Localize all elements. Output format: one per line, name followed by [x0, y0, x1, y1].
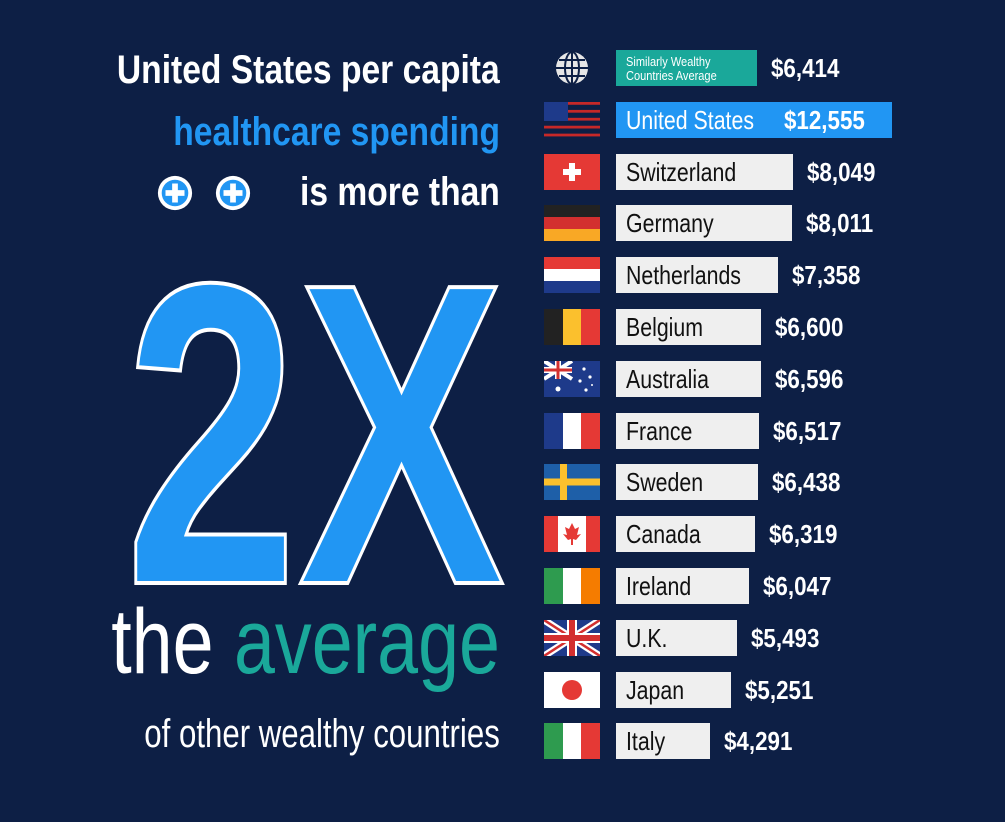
- the-word: the: [111, 591, 214, 693]
- flag-switzerland-icon: [544, 153, 600, 190]
- bar-label: France: [626, 415, 693, 446]
- bar-value-label: $6,517: [773, 415, 842, 446]
- bar: [616, 257, 778, 294]
- bar-value-label: $8,049: [806, 156, 876, 187]
- flag-italy-icon: [544, 723, 600, 760]
- bar-label: Italy: [626, 726, 666, 757]
- bar-row-canada: Canada $6,319: [540, 514, 980, 554]
- bar-value-label: $6,600: [775, 312, 844, 342]
- flag-canada-icon: [544, 516, 600, 553]
- bar-row-ireland: Ireland $6,047: [540, 566, 980, 606]
- bar: [616, 309, 762, 345]
- bar: [616, 723, 711, 760]
- bar-label: Netherlands: [626, 260, 741, 291]
- bar: [616, 619, 737, 656]
- bar: [616, 412, 760, 449]
- bar-label: Belgium: [626, 312, 704, 342]
- flag-japan-icon: [544, 671, 600, 708]
- headline-line-3: is more than: [300, 170, 500, 214]
- flag-united-states-icon: [544, 101, 600, 137]
- bar-label: Japan: [626, 674, 685, 705]
- bar-label: Ireland: [626, 571, 692, 601]
- flag-uk-icon: [544, 619, 600, 656]
- bar: [616, 568, 749, 604]
- bar-label: Sweden: [626, 467, 704, 498]
- bar-row-u-k: U.K. $5,493: [540, 618, 980, 658]
- bar: [616, 516, 755, 553]
- headline-line-4: the average: [111, 590, 500, 695]
- bar-row-united-states: United States $12,555: [540, 100, 980, 140]
- bar: [616, 101, 892, 138]
- headline-line-3-row: is more than: [156, 170, 500, 215]
- bar-value-label: $5,251: [745, 674, 814, 705]
- bar: [616, 153, 793, 190]
- medical-plus-icon: [158, 175, 193, 210]
- bar-value-label: $6,047: [762, 571, 832, 601]
- big-2x-text: 2X: [123, 218, 509, 598]
- plus-icons: [156, 174, 272, 212]
- bar-row-germany: Germany $8,011: [540, 203, 980, 243]
- bar: [616, 360, 761, 397]
- bar-label: Similarly Wealthy Countries Average: [626, 54, 717, 83]
- bar-label: Canada: [626, 519, 701, 550]
- bar-label: Germany: [626, 208, 714, 239]
- bar-value-label: $12,555: [784, 104, 865, 135]
- flag-belgium-icon: [544, 309, 600, 345]
- bar: [616, 50, 757, 86]
- globe-icon: [556, 51, 588, 85]
- bar-value-label: $6,596: [775, 363, 844, 394]
- headline-line-5: of other wealthy countries: [144, 712, 500, 756]
- bar-row-netherlands: Netherlands $7,358: [540, 255, 980, 295]
- medical-plus-icon: [216, 175, 251, 210]
- bar-row-australia: Australia $6,596: [540, 359, 980, 399]
- bar-label: Australia: [626, 363, 709, 394]
- bar-value-label: $6,414: [771, 53, 840, 83]
- bar-row-italy: Italy $4,291: [540, 721, 980, 761]
- bar-value-label: $6,319: [768, 519, 838, 550]
- bar-row-belgium: Belgium $6,600: [540, 307, 980, 347]
- bar-label: United States: [626, 104, 754, 135]
- bar-value-label: $7,358: [791, 260, 861, 291]
- flag-netherlands-icon: [544, 257, 600, 294]
- bar: [616, 671, 732, 708]
- bar-value-label: $4,291: [724, 726, 793, 757]
- bar-label: Switzerland: [626, 156, 737, 187]
- bar-label: U.K.: [626, 622, 668, 653]
- flag-france-icon: [544, 412, 600, 449]
- bar-value-label: $5,493: [750, 622, 820, 653]
- bar: [616, 205, 793, 242]
- big-2x-label: 2X: [125, 218, 507, 598]
- bar: [616, 464, 758, 501]
- flag-australia-icon: [544, 360, 600, 397]
- flag-germany-icon: [544, 205, 600, 242]
- headline-line-1: United States per capita: [117, 48, 500, 92]
- bar-row-similarly-wealthy-countries-average: Similarly Wealthy Countries Average $6,41…: [540, 48, 980, 88]
- spending-bar-chart: Similarly Wealthy Countries Average $6,41…: [540, 48, 980, 768]
- average-word: average: [234, 591, 500, 693]
- headline-line-2: healthcare spending: [173, 110, 500, 154]
- bar-value-label: $8,011: [806, 208, 874, 239]
- bar-row-japan: Japan $5,251: [540, 670, 980, 710]
- bar-value-label: $6,438: [771, 467, 840, 498]
- headline-panel: United States per capita healthcare spen…: [111, 48, 509, 756]
- bar-row-sweden: Sweden $6,438: [540, 462, 980, 502]
- bar-row-france: France $6,517: [540, 411, 980, 451]
- flag-ireland-icon: [544, 568, 600, 604]
- bar-row-switzerland: Switzerland $8,049: [540, 152, 980, 192]
- flag-sweden-icon: [544, 464, 600, 501]
